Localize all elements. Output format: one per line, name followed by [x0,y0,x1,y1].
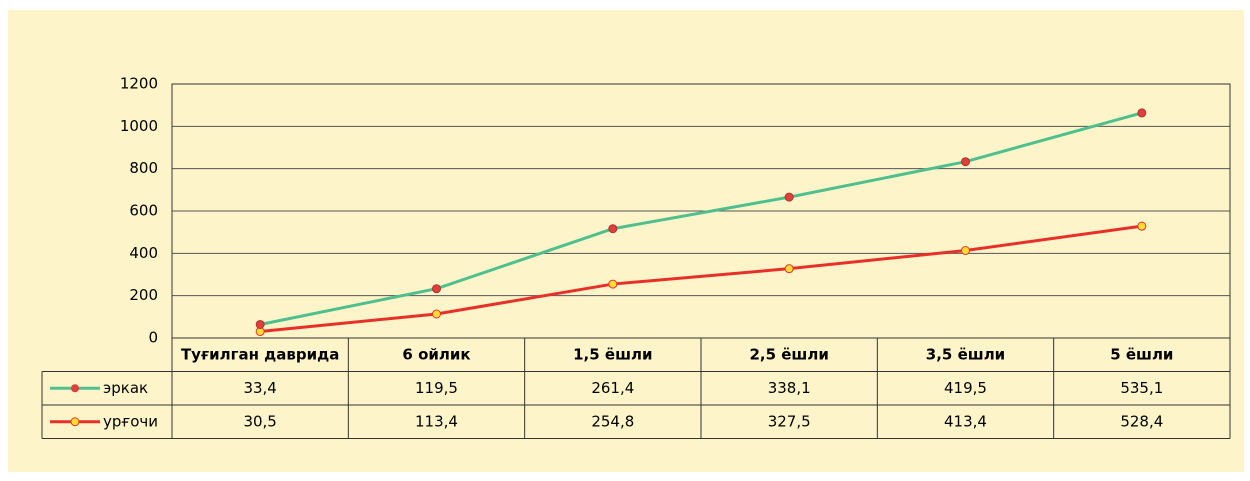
table-cell: 535,1 [1120,379,1163,397]
y-tick-label: 0 [148,329,158,347]
x-tick-label: 6 ойлик [402,345,470,363]
series-line [260,224,1143,334]
table-cell: 327,5 [768,412,811,430]
table-cell: 254,8 [591,412,634,430]
x-tick-label: 2,5 ёшли [749,345,828,363]
x-tick-label: 1,5 ёшли [573,345,652,363]
series-line [259,111,1143,326]
chart-background [8,10,1244,472]
y-tick-label: 800 [129,159,158,177]
table-cell: 261,4 [591,379,634,397]
series-marker [608,224,618,234]
table-cell: 119,5 [415,379,458,397]
table-cell: 338,1 [768,379,811,397]
x-tick-label: 3,5 ёшли [926,345,1005,363]
y-tick-label: 400 [129,244,158,262]
table-cell: 30,5 [243,412,276,430]
y-tick-label: 1000 [120,117,158,135]
legend-label: урғочи [103,412,158,430]
legend-marker [71,384,79,393]
series-marker [432,309,441,319]
series-marker [432,284,441,294]
y-tick-label: 200 [129,286,158,304]
table-cell: 528,4 [1120,412,1163,430]
table-cell: 419,5 [944,379,987,397]
series-marker [1137,108,1147,118]
series-marker [784,192,794,202]
y-tick-label: 1200 [120,75,158,93]
table-cell: 113,4 [415,412,458,430]
series-marker [255,319,265,329]
table-cell: 413,4 [944,412,987,430]
legend-marker [70,417,80,427]
x-tick-label: Туғилган даврида [181,345,339,363]
y-tick-label: 600 [129,202,158,220]
series-marker [961,157,970,167]
series-marker [1137,221,1147,231]
series-marker [961,245,970,255]
series-marker [608,279,618,289]
table-cell: 33,4 [243,379,276,397]
x-tick-label: 5 ёшли [1110,345,1173,363]
series-marker [784,264,794,274]
legend-label: эркак [103,379,148,397]
